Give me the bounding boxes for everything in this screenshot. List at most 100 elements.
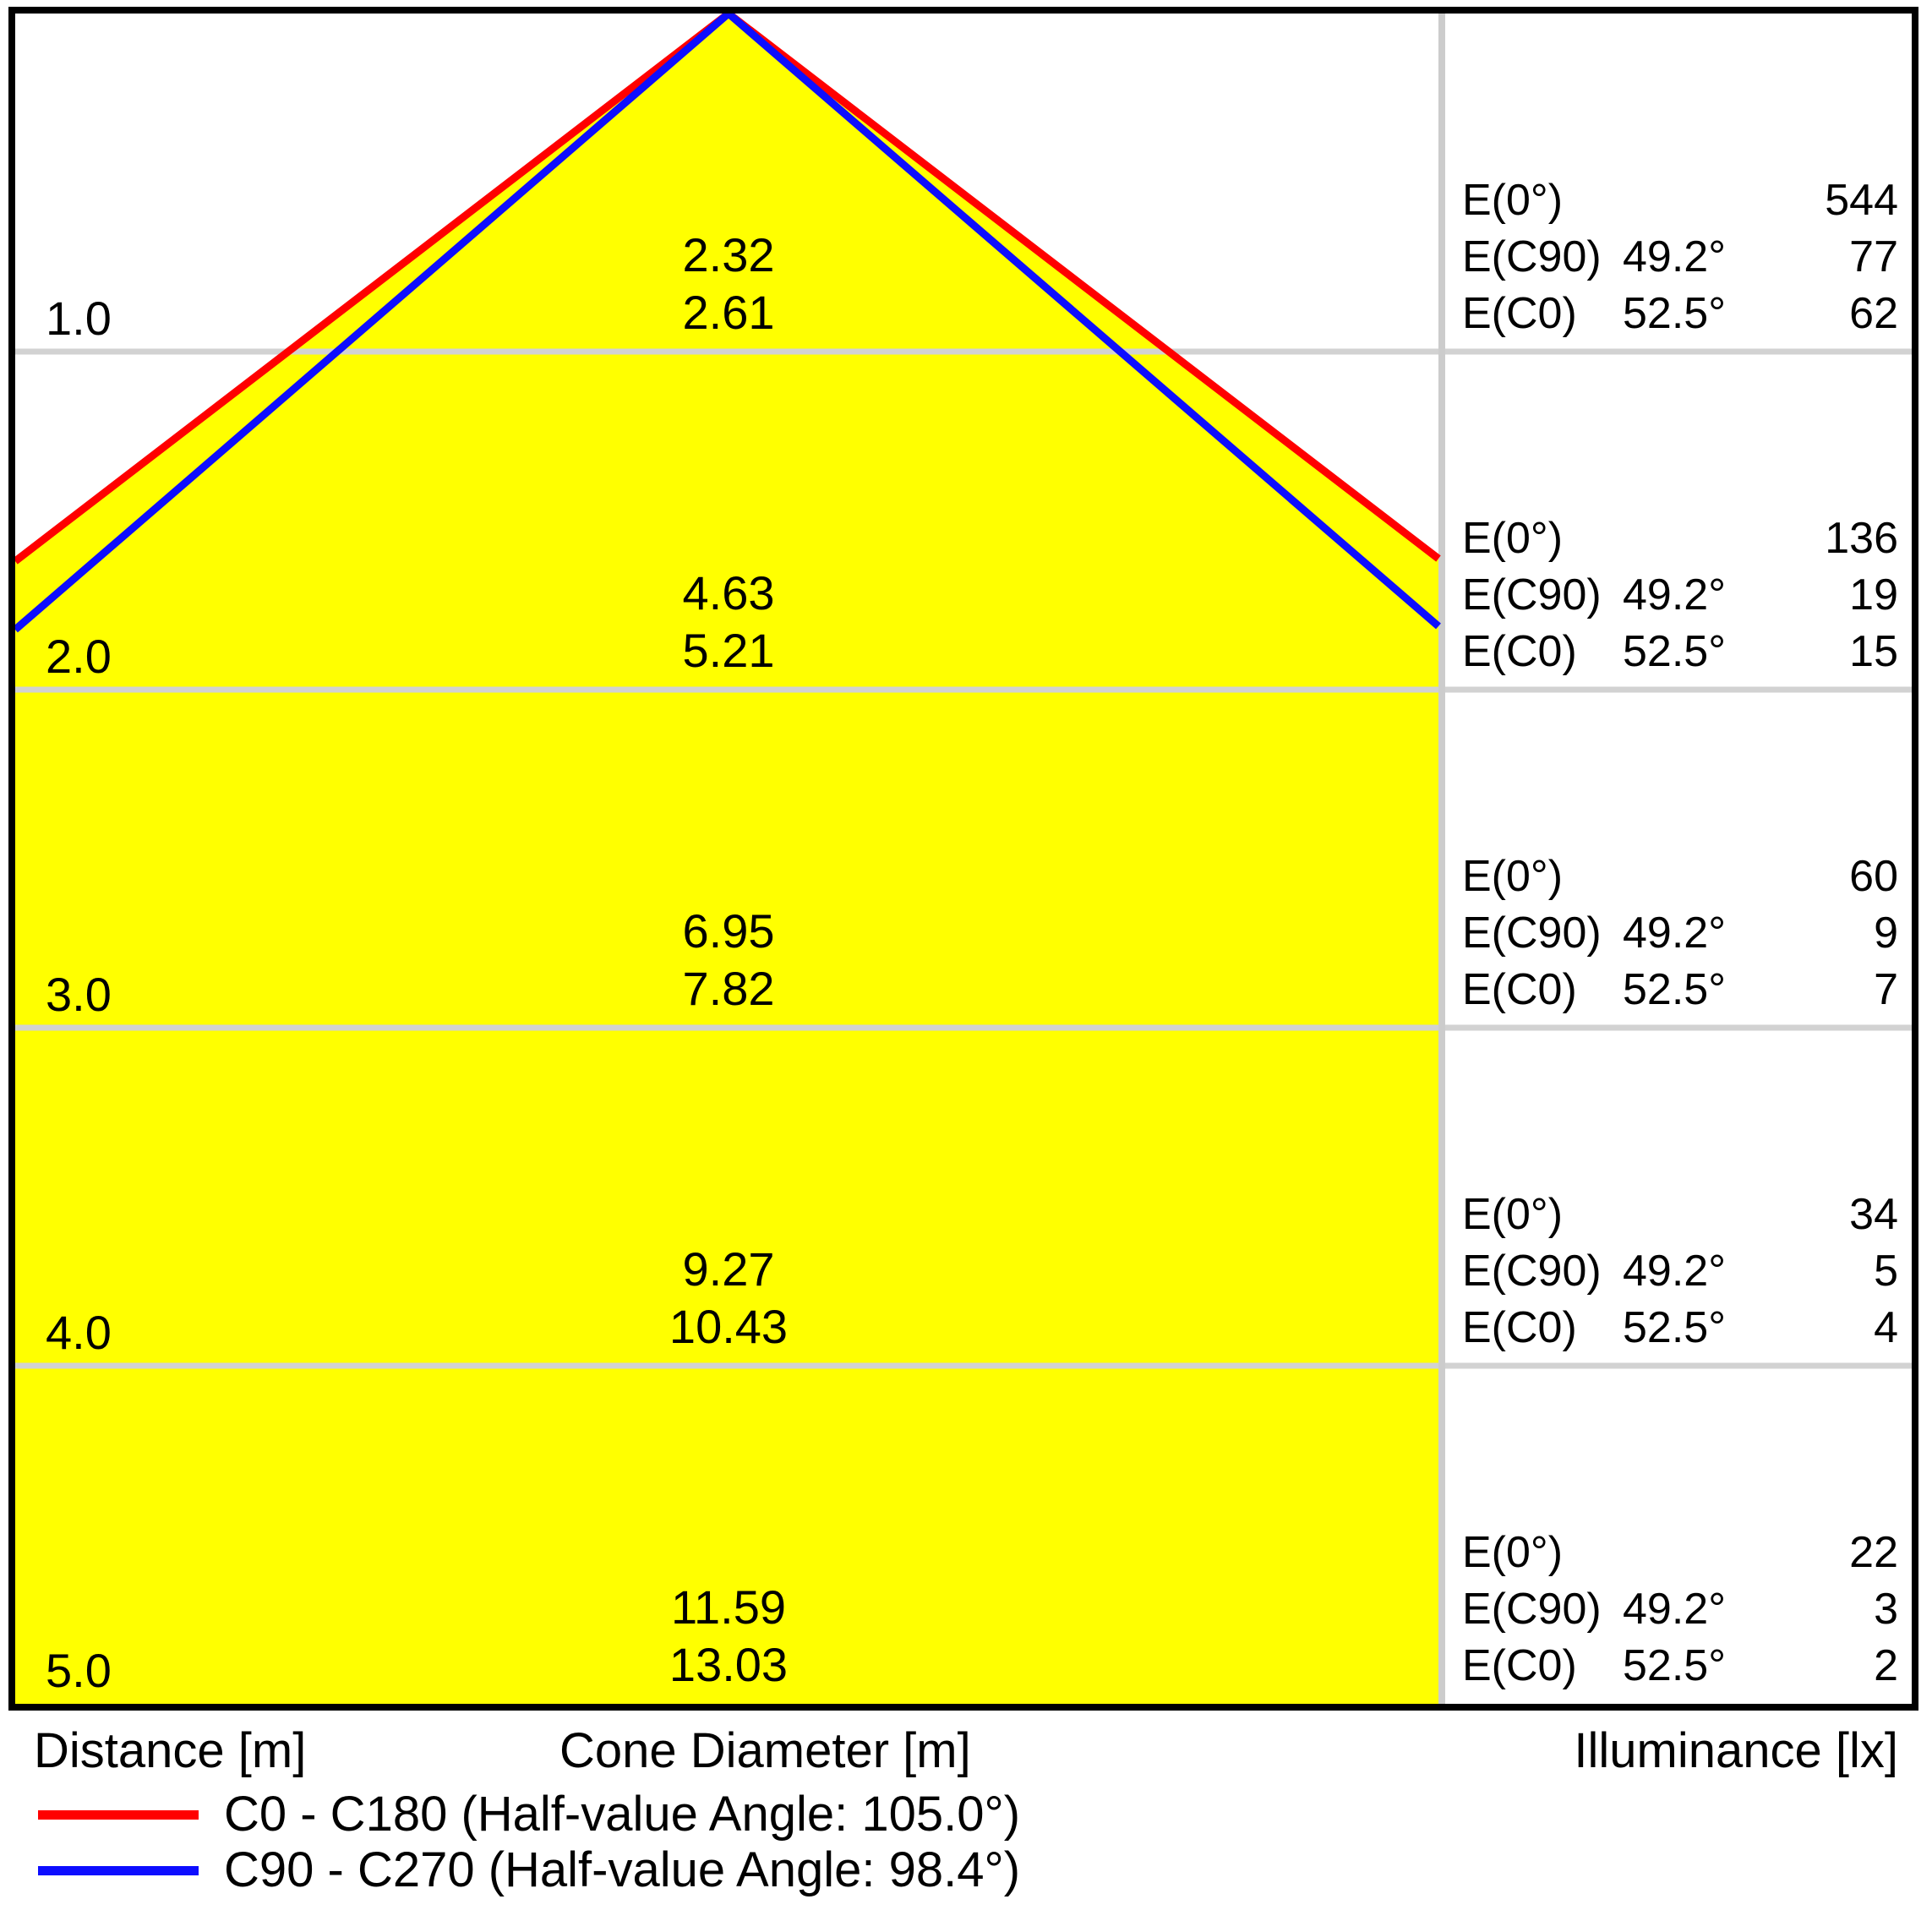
illuminance-label: E(0°) (1462, 852, 1564, 901)
cone-diameter-value: 10.43 (669, 1300, 789, 1353)
cone-diameter-value: 5.21 (682, 624, 775, 677)
cone-diameter-values: 2.32 2.61 (559, 226, 898, 341)
illuminance-value: 136 (1825, 514, 1898, 563)
illuminance-angle (1623, 510, 1766, 567)
legend-label-c90-c270: C90 - C270 (Half-value Angle: 98.4°) (224, 1842, 1021, 1897)
illuminance-angle (1623, 172, 1766, 229)
cone-diameter-value: 2.32 (682, 228, 775, 281)
distance-tick-label: 4.0 (46, 1306, 112, 1359)
illuminance-value: 9 (1874, 909, 1898, 958)
light-cone-fill (15, 14, 1438, 1704)
illuminance-angle (1623, 1525, 1766, 1581)
illuminance-value: 22 (1849, 1528, 1898, 1577)
cone-diameter-value: 9.27 (682, 1242, 775, 1296)
illuminance-angle: 52.5° (1623, 1303, 1727, 1352)
illuminance-angle: 49.2° (1623, 570, 1727, 619)
illuminance-value: 34 (1849, 1190, 1898, 1239)
distance-gridlines (15, 348, 1912, 1369)
cone-diameter-value: 7.82 (682, 962, 775, 1015)
illuminance-label: E(C0) (1462, 1303, 1577, 1352)
illuminance-row: E(C0) 52.5° 62 (1462, 286, 1898, 342)
illuminance-value: 4 (1874, 1303, 1898, 1352)
cone-diameter-axis-label: Cone Diameter [m] (559, 1723, 971, 1778)
illuminance-label: E(C90) (1462, 1247, 1602, 1296)
illuminance-label: E(0°) (1462, 1190, 1564, 1239)
illuminance-row: E(C0) 52.5° 4 (1462, 1300, 1898, 1356)
illuminance-row: E(C0) 52.5° 2 (1462, 1638, 1898, 1695)
illuminance-row: E(C0) 52.5° 7 (1462, 962, 1898, 1018)
illuminance-row: E(0°) 60 (1462, 849, 1898, 905)
illuminance-row: E(C90) 49.2° 9 (1462, 905, 1898, 962)
illuminance-angle: 52.5° (1623, 289, 1727, 338)
illuminance-cell: E(0°) 34 E(C90) 49.2° 5 E(C0) 52.5° 4 (1462, 1187, 1898, 1356)
distance-axis-label: Distance [m] (34, 1723, 307, 1778)
cone-plot (15, 14, 1912, 1704)
cone-diameter-value: 13.03 (669, 1638, 789, 1691)
illuminance-label: E(0°) (1462, 1528, 1564, 1577)
illuminance-row: E(C90) 49.2° 5 (1462, 1243, 1898, 1300)
illuminance-angle: 52.5° (1623, 965, 1727, 1014)
illuminance-angle: 49.2° (1623, 1585, 1727, 1634)
illuminance-label: E(0°) (1462, 514, 1564, 563)
legend-label-c0-c180: C0 - C180 (Half-value Angle: 105.0°) (224, 1787, 1021, 1842)
illuminance-label: E(C90) (1462, 1585, 1602, 1634)
illuminance-label: E(0°) (1462, 176, 1564, 225)
illuminance-label: E(C90) (1462, 232, 1602, 281)
illuminance-value: 544 (1825, 176, 1898, 225)
illuminance-cell: E(0°) 60 E(C90) 49.2° 9 E(C0) 52.5° 7 (1462, 849, 1898, 1018)
illuminance-angle (1623, 849, 1766, 905)
illuminance-value: 15 (1849, 627, 1898, 676)
illuminance-label: E(C0) (1462, 965, 1577, 1014)
illuminance-value: 2 (1874, 1641, 1898, 1690)
distance-tick-label: 3.0 (46, 968, 112, 1021)
c90-c270-line-swatch (38, 1866, 199, 1875)
illuminance-row: E(C0) 52.5° 15 (1462, 624, 1898, 680)
illuminance-angle (1623, 1187, 1766, 1243)
illuminance-value: 19 (1849, 570, 1898, 619)
illuminance-axis-label: Illuminance [lx] (1574, 1723, 1898, 1778)
rows-layer: 1.0 2.32 2.61 E(0°) 544 E(C90) 49.2° 77 E(C0) 52.… (15, 14, 1912, 1704)
illuminance-cell: E(0°) 22 E(C90) 49.2° 3 E(C0) 52.5° 2 (1462, 1525, 1898, 1695)
illuminance-value: 5 (1874, 1247, 1898, 1296)
cone-diameter-value: 11.59 (671, 1580, 786, 1634)
distance-tick-label: 5.0 (46, 1644, 112, 1697)
c0-c180-beam-line (15, 14, 1441, 565)
illuminance-cell: E(0°) 544 E(C90) 49.2° 77 E(C0) 52.5° 62 (1462, 172, 1898, 342)
cone-diameter-values: 6.95 7.82 (559, 903, 898, 1018)
illuminance-value: 62 (1849, 289, 1898, 338)
illuminance-label: E(C0) (1462, 1641, 1577, 1690)
illuminance-angle: 49.2° (1623, 1247, 1727, 1296)
illuminance-label: E(C90) (1462, 570, 1602, 619)
illuminance-angle: 49.2° (1623, 232, 1727, 281)
illuminance-row: E(C90) 49.2° 3 (1462, 1581, 1898, 1638)
illuminance-row: E(C90) 49.2° 77 (1462, 229, 1898, 286)
cone-diameter-values: 11.59 13.03 (559, 1579, 898, 1694)
illuminance-value: 3 (1874, 1585, 1898, 1634)
distance-tick-label: 1.0 (46, 292, 112, 345)
cone-diameter-value: 4.63 (682, 566, 775, 619)
cone-diameter-value: 2.61 (682, 286, 775, 339)
c0-c180-line-swatch (38, 1810, 199, 1820)
distance-tick-label: 2.0 (46, 630, 112, 683)
illuminance-label: E(C90) (1462, 909, 1602, 958)
illuminance-angle: 52.5° (1623, 627, 1727, 676)
cone-diameter-value: 6.95 (682, 904, 775, 958)
illuminance-angle: 49.2° (1623, 909, 1727, 958)
illuminance-label: E(C0) (1462, 289, 1577, 338)
illuminance-row: E(0°) 136 (1462, 510, 1898, 567)
illuminance-value: 60 (1849, 852, 1898, 901)
footer: Distance [m] Cone Diameter [m] Illuminan… (0, 1711, 1932, 1932)
illuminance-angle: 52.5° (1623, 1641, 1727, 1690)
illuminance-value: 7 (1874, 965, 1898, 1014)
illuminance-label: E(C0) (1462, 627, 1577, 676)
illuminance-cell: E(0°) 136 E(C90) 49.2° 19 E(C0) 52.5° 15 (1462, 510, 1898, 680)
illuminance-value: 77 (1849, 232, 1898, 281)
cone-diameter-values: 9.27 10.43 (559, 1241, 898, 1356)
c90-c270-beam-line (15, 14, 1441, 633)
illuminance-row: E(0°) 22 (1462, 1525, 1898, 1581)
cone-diameter-values: 4.63 5.21 (559, 565, 898, 679)
illuminance-row: E(C90) 49.2° 19 (1462, 567, 1898, 624)
chart-frame: 1.0 2.32 2.61 E(0°) 544 E(C90) 49.2° 77 E(C0) 52.… (8, 7, 1918, 1711)
illuminance-row: E(0°) 34 (1462, 1187, 1898, 1243)
